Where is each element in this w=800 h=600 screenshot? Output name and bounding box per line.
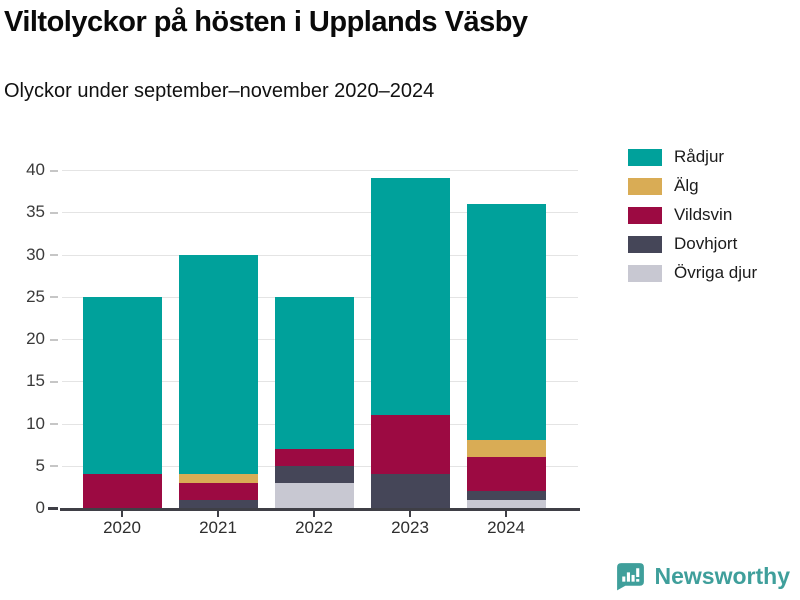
page-subtitle: Olyckor under september–november 2020–20… <box>4 80 435 102</box>
y-axis-tick <box>50 380 58 383</box>
newsworthy-speech-bubble-chart-icon <box>616 563 644 591</box>
legend-item: Älg <box>628 176 757 195</box>
bar-segment-vildsvin <box>82 474 162 508</box>
y-axis-tick-label: 20 <box>26 329 45 348</box>
x-axis-label: 2023 <box>391 518 429 537</box>
x-axis-line <box>60 508 580 511</box>
bar-segment-vildsvin <box>274 448 354 466</box>
x-axis-label: 2024 <box>487 518 525 537</box>
y-axis-tick <box>50 211 58 214</box>
y-axis-tick <box>50 423 58 425</box>
bar-segment-r-djur <box>178 254 258 475</box>
y-axis-tick-label: 40 <box>26 160 45 179</box>
y-axis-tick-label: 5 <box>35 455 45 475</box>
legend-label: Övriga djur <box>674 263 758 282</box>
y-axis-tick <box>50 169 58 172</box>
bar-segment--vriga-djur <box>274 482 354 508</box>
legend-swatch <box>628 177 662 195</box>
bar-segment--lg <box>178 474 258 483</box>
y-axis-tick-label: 15 <box>26 371 45 391</box>
bar-segment--vriga-djur <box>466 499 546 508</box>
x-axis-tick <box>505 511 507 517</box>
gridline <box>62 212 578 214</box>
y-axis-tick-label: 25 <box>26 286 45 306</box>
bar-segment-vildsvin <box>178 482 258 500</box>
newsworthy-wordmark: Newsworthy <box>654 563 790 589</box>
y-axis-tick-label: 30 <box>26 244 45 264</box>
bar-segment--lg <box>466 440 546 458</box>
x-axis-tick <box>121 511 123 517</box>
y-axis-tick <box>50 296 58 299</box>
x-axis-label: 2022 <box>295 518 333 537</box>
x-axis-label: 2020 <box>103 518 141 537</box>
legend-swatch <box>628 264 662 282</box>
page-title: Viltolyckor på hösten i Upplands Väsby <box>4 6 528 38</box>
x-axis-tick <box>217 511 219 517</box>
gridline <box>62 254 578 256</box>
x-axis-tick <box>313 511 315 517</box>
bar-segment-r-djur <box>370 178 450 416</box>
legend-label: Dovhjort <box>674 234 738 253</box>
bar-segment-dovhjort <box>274 465 354 483</box>
legend-swatch <box>628 206 662 224</box>
legend-label: Rådjur <box>674 147 725 166</box>
legend-item: Dovhjort <box>628 234 757 253</box>
legend-item: Rådjur <box>628 147 757 166</box>
bar-segment-dovhjort <box>178 499 258 508</box>
bar-segment-vildsvin <box>370 415 450 475</box>
legend-label: Älg <box>674 176 699 195</box>
y-axis-tick-label: 10 <box>26 413 45 433</box>
legend-swatch <box>628 235 662 253</box>
bar-segment-r-djur <box>274 296 354 449</box>
y-axis-tick-label: 0 <box>35 498 45 517</box>
bar-segment-r-djur <box>82 296 162 475</box>
legend-item: Vildsvin <box>628 205 757 224</box>
legend: Rådjur Älg Vildsvin Dovhjort Övriga djur <box>628 147 758 293</box>
bar-segment-dovhjort <box>466 491 546 500</box>
bar-segment-dovhjort <box>370 474 450 508</box>
legend-label: Vildsvin <box>674 205 733 224</box>
y-axis-tick <box>50 338 58 341</box>
newsworthy-logo: Newsworthy <box>614 560 790 593</box>
x-axis-label: 2021 <box>199 518 237 537</box>
y-axis-tick <box>48 507 58 510</box>
bar-segment-r-djur <box>466 203 546 441</box>
y-axis-tick-label: 35 <box>26 202 45 222</box>
legend-swatch <box>628 148 662 166</box>
x-axis-tick <box>409 511 411 517</box>
y-axis-tick <box>50 254 58 256</box>
legend-item: Övriga djur <box>628 263 758 282</box>
y-axis-tick <box>50 465 58 468</box>
bar-segment-vildsvin <box>466 457 546 492</box>
gridline <box>62 170 578 171</box>
